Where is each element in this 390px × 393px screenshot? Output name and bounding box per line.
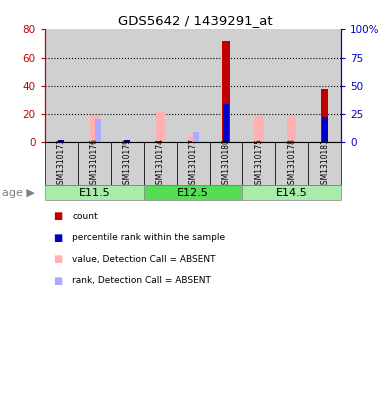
Text: GDS5642 / 1439291_at: GDS5642 / 1439291_at [118, 14, 272, 27]
Bar [308, 142, 341, 185]
Text: E14.5: E14.5 [276, 187, 308, 198]
Bar [45, 29, 78, 142]
Text: ■: ■ [53, 233, 62, 243]
Bar [188, 136, 198, 142]
Bar [322, 117, 328, 142]
Text: GSM1310174: GSM1310174 [156, 138, 165, 189]
Bar [243, 185, 341, 200]
Text: ■: ■ [53, 276, 62, 286]
Text: ■: ■ [53, 254, 62, 264]
Text: ■: ■ [53, 211, 62, 221]
Bar [222, 41, 230, 142]
Text: GSM1310178: GSM1310178 [287, 138, 296, 189]
Bar [78, 29, 111, 142]
Bar [223, 104, 229, 142]
Text: GSM1310181: GSM1310181 [320, 138, 329, 189]
Text: count: count [72, 212, 98, 220]
Bar [45, 142, 78, 185]
Bar [144, 185, 243, 200]
Bar [78, 142, 111, 185]
Bar [111, 142, 144, 185]
Bar [111, 29, 144, 142]
Text: rank, Detection Call = ABSENT: rank, Detection Call = ABSENT [72, 277, 211, 285]
Text: E11.5: E11.5 [78, 187, 110, 198]
Text: percentile rank within the sample: percentile rank within the sample [72, 233, 225, 242]
Bar [95, 119, 101, 142]
Text: GSM1310180: GSM1310180 [222, 138, 230, 189]
Bar [243, 29, 275, 142]
Bar [144, 142, 177, 185]
Text: GSM1310175: GSM1310175 [254, 138, 263, 189]
Text: GSM1310176: GSM1310176 [90, 138, 99, 189]
Bar [177, 29, 209, 142]
Bar [275, 142, 308, 185]
Text: age ▶: age ▶ [2, 187, 35, 198]
Text: E12.5: E12.5 [177, 187, 209, 198]
Text: GSM1310173: GSM1310173 [57, 138, 66, 189]
Bar [193, 132, 199, 142]
Bar [209, 29, 243, 142]
Bar [124, 140, 130, 142]
Bar [254, 115, 264, 142]
Bar [144, 29, 177, 142]
Bar [90, 115, 99, 142]
Text: value, Detection Call = ABSENT: value, Detection Call = ABSENT [72, 255, 216, 264]
Bar [287, 115, 296, 142]
Bar [275, 29, 308, 142]
Bar [177, 142, 209, 185]
Bar [209, 142, 243, 185]
Bar [321, 88, 328, 142]
Text: GSM1310177: GSM1310177 [188, 138, 198, 189]
Bar [308, 29, 341, 142]
Bar [243, 142, 275, 185]
Text: GSM1310179: GSM1310179 [123, 138, 132, 189]
Bar [58, 140, 64, 142]
Bar [45, 185, 144, 200]
Bar [156, 112, 165, 142]
